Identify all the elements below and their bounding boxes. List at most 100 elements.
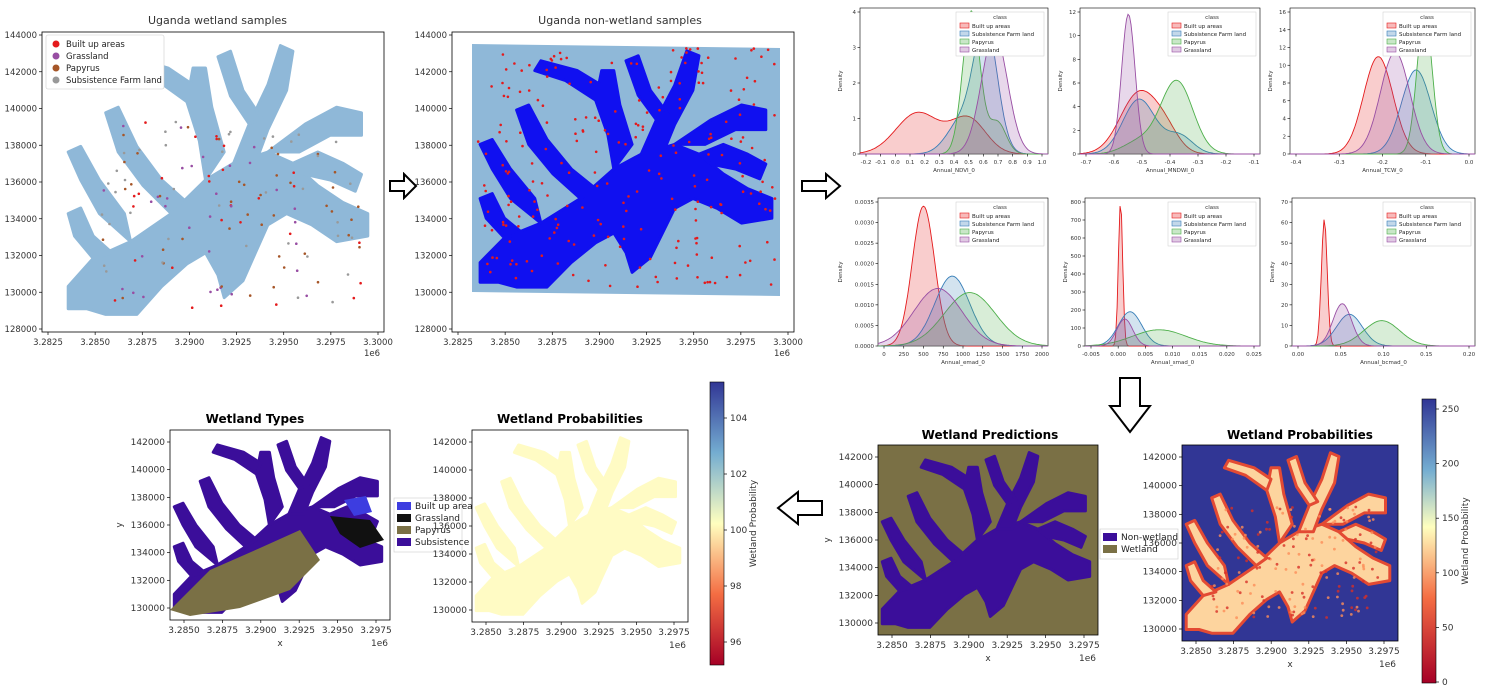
x-tick-label: 3.2875 [1218, 647, 1250, 657]
x-axis-label: Annual_emad_0 [941, 360, 985, 366]
sample-point [336, 221, 339, 224]
sample-point [122, 133, 125, 137]
sample-point [100, 213, 104, 216]
probability-speckle [1373, 545, 1377, 549]
sample-point [186, 125, 190, 129]
sample-point [752, 47, 756, 50]
probability-speckle [1235, 616, 1238, 620]
x-tick-label: 0.00 [1292, 352, 1305, 358]
y-tick-label: 142000 [131, 438, 166, 448]
probability-speckle [1275, 562, 1279, 566]
sample-point [357, 205, 360, 208]
density-line [860, 32, 1048, 155]
sample-point [596, 218, 600, 222]
y-tick-label: 0.0020 [855, 262, 875, 268]
legend-label: Papyrus [66, 64, 100, 74]
x-axis-label: x [1287, 660, 1293, 670]
wetland-predictions-map: 3.2850 3.2875 3.2900 3.2925 3.2950 3.2975 1420… [823, 444, 1179, 664]
wetland-region [1184, 522, 1392, 635]
sample-point [316, 152, 320, 156]
sample-point [634, 122, 638, 126]
probability-speckle [1363, 596, 1367, 599]
probability-speckle [1245, 580, 1248, 584]
sample-point [597, 119, 600, 122]
y-tick-label: 132000 [433, 578, 468, 588]
sample-point [303, 252, 307, 255]
sample-point [517, 225, 520, 228]
sample-point [132, 194, 136, 198]
sample-point [703, 281, 707, 285]
x-tick-label: 0.0 [891, 160, 900, 166]
probability-speckle [1289, 508, 1293, 511]
sample-point [741, 136, 745, 139]
probability-speckle [1354, 608, 1357, 612]
wetland-region [474, 502, 521, 568]
y-tick-label: 600 [1071, 236, 1082, 242]
legend-swatch [1386, 236, 1397, 243]
right-arrow-icon [801, 172, 842, 200]
legend-swatch [1171, 38, 1182, 45]
sample-point [528, 63, 531, 67]
probability-speckle [1340, 614, 1344, 617]
probability-speckle [1355, 605, 1359, 609]
sample-point [575, 139, 579, 143]
sample-point [525, 260, 529, 263]
wetland-region [478, 192, 525, 240]
y-tick-label: 142000 [433, 438, 468, 448]
sample-point [571, 273, 575, 277]
sample-point [262, 137, 266, 140]
probability-speckle [1223, 571, 1227, 575]
y-tick-label: 136000 [415, 178, 447, 188]
legend-marker [52, 40, 60, 48]
y-tick-label: 0.0000 [855, 344, 875, 350]
probability-speckle [1336, 595, 1339, 599]
panel-title: Uganda wetland samples [147, 14, 287, 27]
x-tick-label: 2000 [1035, 352, 1049, 358]
sample-point [121, 287, 124, 291]
density-line [877, 288, 1048, 347]
wetland-region [697, 142, 768, 181]
sample-point [295, 269, 299, 273]
sample-point [123, 178, 127, 182]
probability-speckle [1309, 563, 1313, 567]
probability-speckle [1278, 507, 1282, 511]
probability-speckle [1369, 541, 1373, 545]
sample-point [599, 222, 602, 226]
sample-point [593, 171, 597, 174]
x-tick-label: 0 [882, 352, 886, 358]
probability-speckle [1256, 551, 1260, 554]
sample-point [695, 241, 698, 245]
y-tick-label: 3 [853, 46, 857, 52]
sample-point [207, 250, 211, 253]
sample-point [584, 116, 588, 119]
legend-swatch [397, 538, 411, 546]
sample-point [230, 292, 233, 296]
sample-point [545, 68, 548, 72]
sample-point [272, 285, 276, 289]
y-tick-label: 2 [1073, 128, 1077, 134]
sample-point [158, 194, 162, 198]
wetland-region [594, 69, 634, 171]
sample-point [773, 258, 776, 261]
x-tick-label: 3.2925 [283, 626, 315, 636]
sample-point [316, 154, 320, 158]
probability-speckle [1241, 601, 1244, 605]
sample-point [724, 120, 728, 124]
sample-point [272, 214, 276, 217]
panel-title: Wetland Types [205, 412, 305, 426]
sample-point [641, 125, 645, 128]
wetland-region [880, 516, 927, 582]
sample-point [160, 176, 164, 180]
legend-label: Grassland [972, 48, 1000, 54]
x-tick-label: 500 [918, 352, 929, 358]
x-tick-label: -0.1 [1249, 160, 1260, 166]
probability-speckle [1331, 521, 1335, 525]
wetland-samples-map: 3.2825 3.2850 3.2875 3.2900 3.2925 3.2950 3.29… [5, 31, 393, 359]
legend-swatch [1171, 228, 1182, 235]
legend-label: Grassland [972, 238, 1000, 244]
x-tick-label: 3.2900 [585, 338, 615, 348]
probability-speckle [1215, 610, 1219, 613]
x-tick-label: 3.2875 [537, 338, 567, 348]
sample-point [316, 280, 320, 284]
x-tick-label: -0.1 [875, 160, 886, 166]
